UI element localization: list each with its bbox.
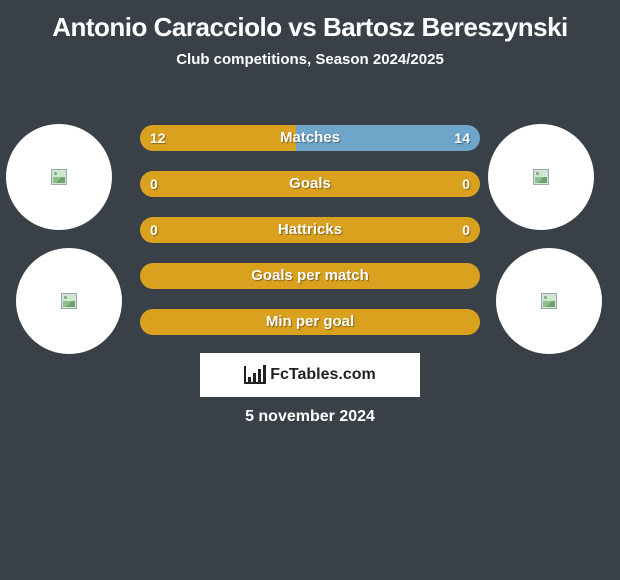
stat-bar-label: Matches — [140, 125, 480, 151]
stat-bar-label: Hattricks — [140, 217, 480, 243]
comparison-subtitle: Club competitions, Season 2024/2025 — [0, 47, 620, 80]
comparison-title: Antonio Caracciolo vs Bartosz Bereszynsk… — [0, 0, 620, 47]
bar-chart-icon — [244, 366, 266, 384]
stat-bar-label: Goals — [140, 171, 480, 197]
avatar-player1-top — [6, 124, 112, 230]
avatar-player1-bottom — [16, 248, 122, 354]
stat-bar-label: Min per goal — [140, 309, 480, 335]
stat-bar-label: Goals per match — [140, 263, 480, 289]
image-placeholder-icon — [541, 293, 557, 309]
stat-bar-row: 00Hattricks — [140, 217, 480, 243]
image-placeholder-icon — [61, 293, 77, 309]
date-text: 5 november 2024 — [0, 408, 620, 426]
stat-bar-row: 00Goals — [140, 171, 480, 197]
image-placeholder-icon — [533, 169, 549, 185]
stat-bar-row: Min per goal — [140, 309, 480, 335]
source-logo: FcTables.com — [200, 353, 420, 397]
stat-bar-row: Goals per match — [140, 263, 480, 289]
source-logo-text: FcTables.com — [270, 366, 376, 384]
avatar-player2-bottom — [496, 248, 602, 354]
stat-bar-row: 1214Matches — [140, 125, 480, 151]
image-placeholder-icon — [51, 169, 67, 185]
stat-bars-container: 1214Matches 00Goals 00Hattricks Goals per m… — [140, 125, 480, 355]
avatar-player2-top — [488, 124, 594, 230]
